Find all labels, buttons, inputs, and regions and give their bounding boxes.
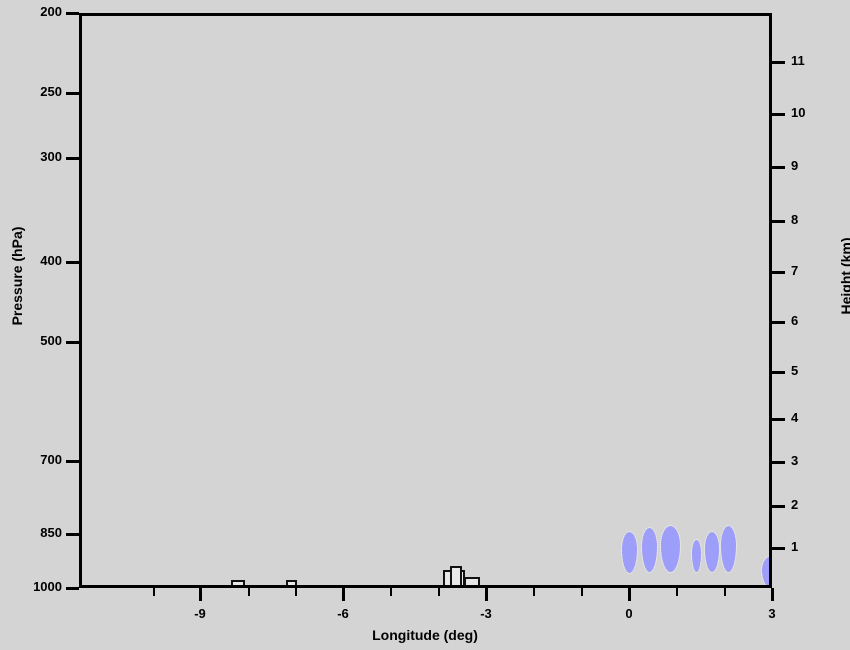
tick-height-2 <box>772 505 785 508</box>
tick-label-height-6: 6 <box>791 313 799 328</box>
cloud-blob-7 <box>761 555 772 588</box>
tick-longitude-minor-6 <box>581 588 583 596</box>
tick-label-height-9: 9 <box>791 158 799 173</box>
tick-pressure-850 <box>66 533 79 536</box>
tick-height-4 <box>772 418 785 421</box>
tick-label-height-8: 8 <box>791 212 799 227</box>
tick-label-pressure-200: 200 <box>40 4 62 19</box>
tick-longitude-3 <box>771 588 774 601</box>
tick-longitude--6 <box>342 588 345 601</box>
tick-longitude-minor-3 <box>390 588 392 596</box>
tick-label-longitude-3: 3 <box>768 606 776 621</box>
tick-longitude-0 <box>628 588 631 601</box>
tick-height-11 <box>772 61 785 64</box>
tick-pressure-700 <box>66 460 79 463</box>
tick-pressure-200 <box>66 12 79 15</box>
cloud-blob-2 <box>641 527 658 573</box>
cloud-blob-5 <box>704 531 720 573</box>
tick-label-longitude--6: -6 <box>337 606 349 621</box>
tick-longitude--3 <box>485 588 488 601</box>
x-axis-title-longitude: Longitude (deg) <box>372 627 478 643</box>
tick-height-9 <box>772 166 785 169</box>
tick-label-height-3: 3 <box>791 453 799 468</box>
tick-pressure-300 <box>66 157 79 160</box>
tick-pressure-1000 <box>66 587 79 590</box>
tick-label-pressure-250: 250 <box>40 84 62 99</box>
tick-label-pressure-1000: 1000 <box>33 579 62 594</box>
tick-label-pressure-700: 700 <box>40 452 62 467</box>
plot-frame <box>79 13 772 588</box>
tick-longitude-minor-7 <box>676 588 678 596</box>
tick-label-height-5: 5 <box>791 363 799 378</box>
tick-label-longitude--3: -3 <box>480 606 492 621</box>
tick-pressure-500 <box>66 341 79 344</box>
tick-label-longitude-0: 0 <box>625 606 633 621</box>
tick-longitude-minor-5 <box>533 588 535 596</box>
tick-longitude-minor-2 <box>295 588 297 596</box>
tick-height-10 <box>772 113 785 116</box>
cloud-blob-3 <box>660 525 681 573</box>
tick-longitude--9 <box>199 588 202 601</box>
tick-longitude-minor-8 <box>724 588 726 596</box>
cloud-blob-1 <box>621 531 638 574</box>
cloud-blob-4 <box>691 539 702 573</box>
tick-longitude-minor-0 <box>153 588 155 596</box>
plot-data-area <box>79 13 772 588</box>
tick-height-3 <box>772 461 785 464</box>
tick-longitude-minor-1 <box>248 588 250 596</box>
tick-height-1 <box>772 547 785 550</box>
tick-longitude-minor-4 <box>438 588 440 596</box>
tick-height-8 <box>772 220 785 223</box>
tick-pressure-250 <box>66 92 79 95</box>
tick-height-7 <box>772 271 785 274</box>
tick-label-height-10: 10 <box>791 105 806 120</box>
tick-height-5 <box>772 371 785 374</box>
tick-label-pressure-400: 400 <box>40 253 62 268</box>
tick-label-height-4: 4 <box>791 410 799 425</box>
tick-label-height-2: 2 <box>791 497 799 512</box>
tick-pressure-400 <box>66 261 79 264</box>
tick-label-pressure-300: 300 <box>40 149 62 164</box>
y-axis-title-height: Height (km) <box>838 237 850 315</box>
tick-label-pressure-500: 500 <box>40 333 62 348</box>
tick-height-6 <box>772 321 785 324</box>
tick-label-longitude--9: -9 <box>194 606 206 621</box>
tick-label-height-7: 7 <box>791 263 799 278</box>
y-axis-title-pressure: Pressure (hPa) <box>9 226 25 326</box>
tick-label-height-1: 1 <box>791 539 799 554</box>
cloud-blob-6 <box>720 525 737 573</box>
tick-label-height-11: 11 <box>791 53 805 68</box>
tick-label-pressure-850: 850 <box>40 525 62 540</box>
